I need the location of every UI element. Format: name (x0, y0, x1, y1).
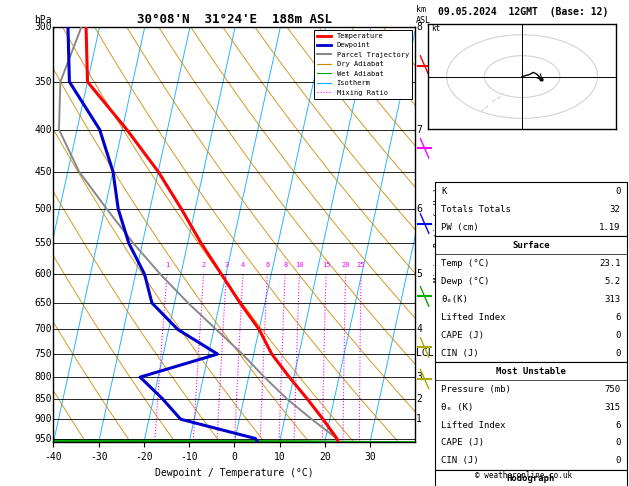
Text: Surface: Surface (512, 241, 550, 250)
Text: hPa: hPa (34, 15, 52, 25)
Text: K: K (442, 187, 447, 196)
Text: Temp (°C): Temp (°C) (442, 259, 490, 268)
Text: Most Unstable: Most Unstable (496, 366, 566, 376)
Text: 0: 0 (615, 330, 621, 340)
Text: 300: 300 (34, 22, 52, 32)
Text: 7: 7 (416, 124, 422, 135)
Text: 315: 315 (604, 402, 621, 412)
Text: 6: 6 (615, 420, 621, 430)
Title: 30°08'N  31°24'E  188m ASL: 30°08'N 31°24'E 188m ASL (136, 13, 332, 26)
Text: 5.2: 5.2 (604, 277, 621, 286)
Text: 700: 700 (34, 325, 52, 334)
Text: 950: 950 (34, 434, 52, 444)
Text: 5: 5 (416, 269, 422, 279)
Text: 0: 0 (615, 438, 621, 448)
Text: 15: 15 (322, 262, 330, 268)
Text: 6: 6 (265, 262, 270, 268)
Text: 550: 550 (34, 238, 52, 248)
Text: 4: 4 (241, 262, 245, 268)
Text: 350: 350 (34, 77, 52, 87)
Bar (435, 182, 627, 236)
Text: 20: 20 (342, 262, 350, 268)
Text: LCL: LCL (416, 348, 434, 358)
Text: 8: 8 (283, 262, 287, 268)
Text: 0: 0 (615, 348, 621, 358)
Text: 850: 850 (34, 394, 52, 404)
Text: θₑ(K): θₑ(K) (442, 295, 469, 304)
Text: 1: 1 (416, 414, 422, 424)
X-axis label: Dewpoint / Temperature (°C): Dewpoint / Temperature (°C) (155, 468, 314, 478)
Text: 32: 32 (610, 205, 621, 214)
Text: © weatheronline.co.uk: © weatheronline.co.uk (475, 471, 572, 480)
Text: 500: 500 (34, 204, 52, 214)
Text: 750: 750 (604, 384, 621, 394)
Text: km
ASL: km ASL (416, 5, 431, 25)
Text: Mixing Ratio (g/kg): Mixing Ratio (g/kg) (434, 187, 443, 282)
Text: 600: 600 (34, 269, 52, 279)
Text: 0: 0 (615, 187, 621, 196)
Text: kt: kt (431, 23, 441, 33)
Text: 0: 0 (615, 456, 621, 466)
Legend: Temperature, Dewpoint, Parcel Trajectory, Dry Adiabat, Wet Adiabat, Isotherm, Mi: Temperature, Dewpoint, Parcel Trajectory… (314, 30, 411, 99)
Text: θₑ (K): θₑ (K) (442, 402, 474, 412)
Text: CAPE (J): CAPE (J) (442, 438, 484, 448)
Bar (435, 362, 627, 470)
Text: 3: 3 (225, 262, 229, 268)
Text: 25: 25 (357, 262, 365, 268)
Text: 10: 10 (296, 262, 304, 268)
Text: 450: 450 (34, 167, 52, 176)
Text: Dewp (°C): Dewp (°C) (442, 277, 490, 286)
Text: 6: 6 (615, 312, 621, 322)
Text: CIN (J): CIN (J) (442, 348, 479, 358)
Text: 6: 6 (416, 204, 422, 214)
Text: Totals Totals: Totals Totals (442, 205, 511, 214)
Text: 2: 2 (202, 262, 206, 268)
Text: Lifted Index: Lifted Index (442, 312, 506, 322)
Text: PW (cm): PW (cm) (442, 223, 479, 232)
Text: 09.05.2024  12GMT  (Base: 12): 09.05.2024 12GMT (Base: 12) (438, 7, 609, 17)
Text: 750: 750 (34, 349, 52, 359)
Text: 3: 3 (416, 372, 422, 382)
Text: 4: 4 (416, 325, 422, 334)
Text: 1: 1 (165, 262, 170, 268)
Text: 23.1: 23.1 (599, 259, 621, 268)
Text: 900: 900 (34, 414, 52, 424)
Text: 400: 400 (34, 124, 52, 135)
Text: CAPE (J): CAPE (J) (442, 330, 484, 340)
Text: Hodograph: Hodograph (507, 474, 555, 484)
Text: 1.19: 1.19 (599, 223, 621, 232)
Text: Pressure (mb): Pressure (mb) (442, 384, 511, 394)
Bar (435, 236, 627, 362)
Text: CIN (J): CIN (J) (442, 456, 479, 466)
Text: 8: 8 (416, 22, 422, 32)
Bar (435, 470, 627, 486)
Text: 800: 800 (34, 372, 52, 382)
Text: 2: 2 (416, 394, 422, 404)
Text: 313: 313 (604, 295, 621, 304)
Text: Lifted Index: Lifted Index (442, 420, 506, 430)
Text: 650: 650 (34, 298, 52, 308)
